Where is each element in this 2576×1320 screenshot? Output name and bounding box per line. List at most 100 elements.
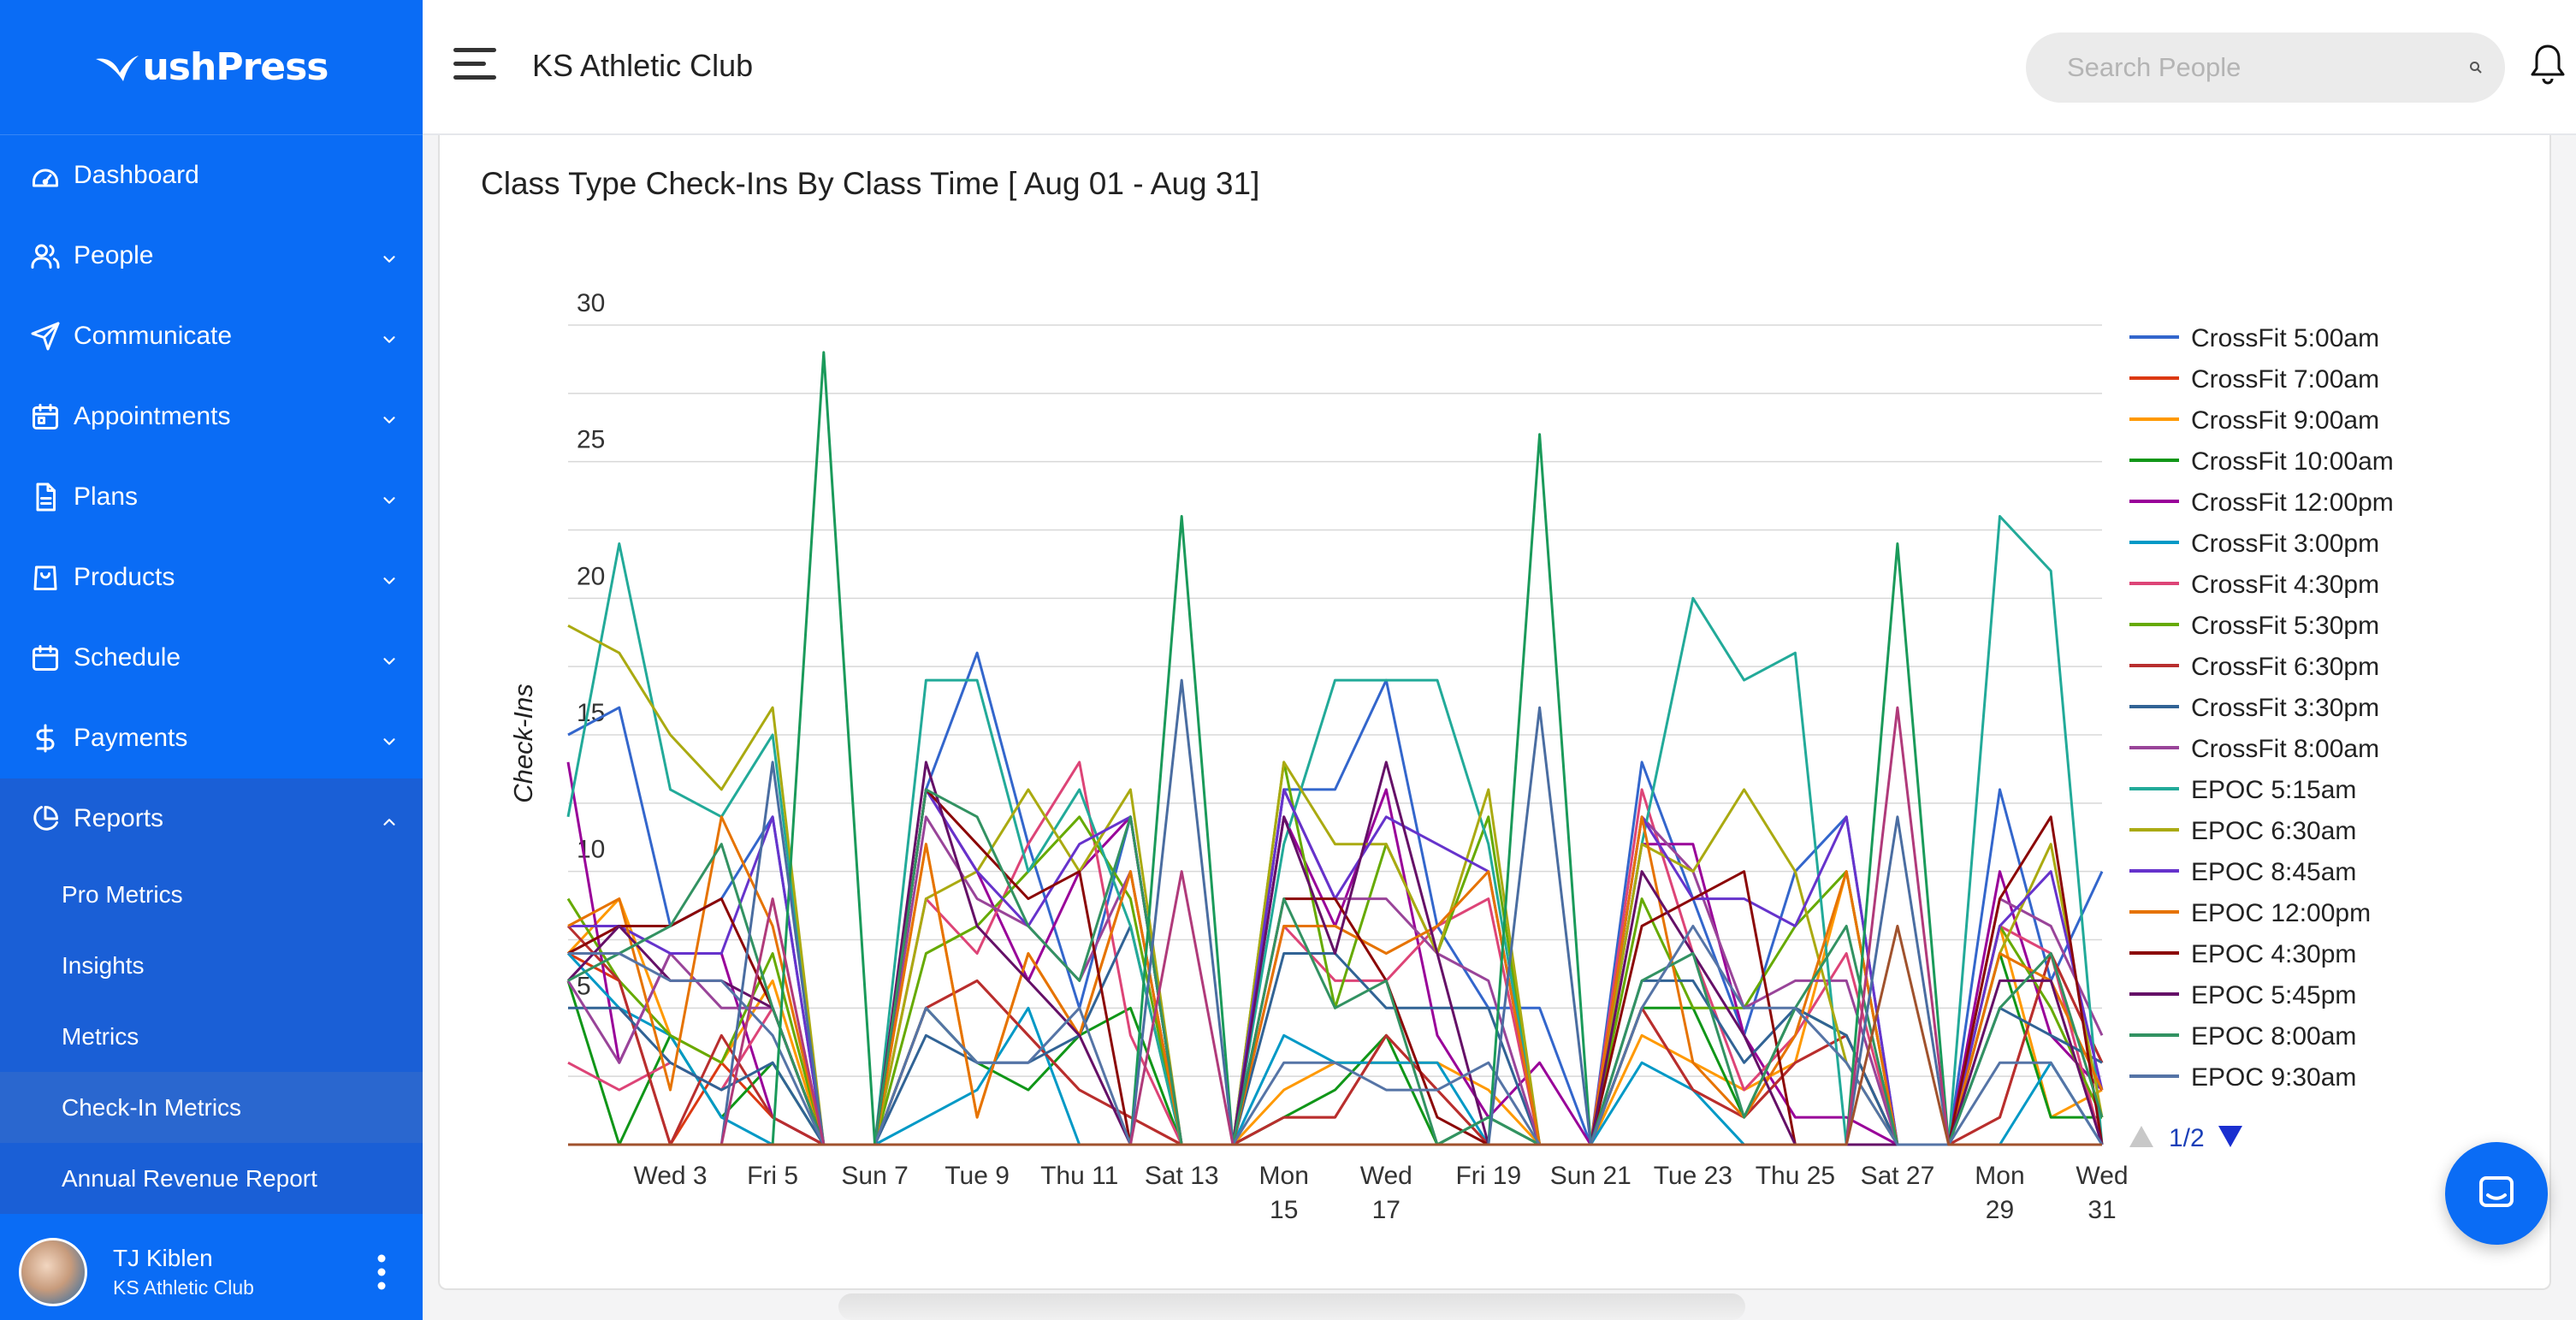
chevron-down-icon: [380, 729, 399, 748]
sidebar-item-label: Products: [74, 563, 175, 591]
sidebar-item-people[interactable]: People: [0, 216, 423, 296]
more-options-icon[interactable]: [364, 1246, 399, 1298]
chat-icon: [2479, 1176, 2514, 1207]
reports-subnav: Pro Metrics Insights Metrics Check-In Me…: [0, 859, 423, 1214]
x-tick-label: Sun 21: [1550, 1162, 1631, 1190]
x-tick-label: Fri 5: [747, 1162, 798, 1190]
y-tick-label: 20: [577, 562, 605, 590]
legend-entry: CrossFit 9:00am: [2191, 406, 2379, 435]
sidebar-item-label: Payments: [74, 724, 188, 752]
legend-entry: EPOC 8:00am: [2191, 1022, 2356, 1051]
calendar-icon: [29, 400, 62, 433]
chevron-down-icon: [380, 568, 399, 587]
x-tick-label: 29: [1986, 1196, 2014, 1224]
x-tick-label: Sat 27: [1861, 1162, 1935, 1190]
legend-entry: EPOC 5:15am: [2191, 776, 2356, 804]
user-name: TJ Kiblen: [113, 1245, 213, 1271]
horizontal-scrollbar[interactable]: [838, 1293, 1745, 1320]
brand-name: ushPress: [142, 45, 329, 89]
hamburger-menu-icon[interactable]: [453, 48, 496, 86]
subnav-item-pro-metrics[interactable]: Pro Metrics: [62, 880, 183, 908]
legend-entry: EPOC 12:00pm: [2191, 899, 2371, 927]
subnav-item-check-in-metrics[interactable]: Check-In Metrics: [0, 1072, 423, 1143]
sidebar-item-payments[interactable]: Payments: [0, 698, 423, 778]
search-icon[interactable]: [2469, 61, 2483, 74]
chevron-up-icon: [380, 809, 399, 828]
report-card: Class Type Check-Ins By Class Time [ Aug…: [438, 135, 2551, 1290]
pie-chart-icon: [29, 802, 62, 835]
x-tick-label: Wed: [2076, 1162, 2128, 1190]
legend-entry: CrossFit 7:00am: [2191, 365, 2379, 394]
x-tick-label: Mon: [1975, 1162, 2024, 1190]
x-tick-label: 17: [1372, 1196, 1401, 1224]
legend-entry: CrossFit 12:00pm: [2191, 488, 2394, 517]
x-tick-label: Thu 25: [1756, 1162, 1835, 1190]
shopping-bag-icon: [29, 561, 62, 594]
x-tick-label: 31: [2087, 1196, 2116, 1224]
page-title: KS Athletic Club: [532, 48, 754, 83]
subnav-item-metrics[interactable]: Metrics: [62, 1022, 139, 1050]
legend-entry: CrossFit 6:30pm: [2191, 653, 2379, 681]
search-input[interactable]: [2026, 33, 2428, 103]
sidebar-item-communicate[interactable]: Communicate: [0, 296, 423, 376]
dashboard-icon: [29, 159, 62, 192]
sidebar-item-label: Dashboard: [74, 161, 199, 189]
sidebar-item-label: Communicate: [74, 322, 233, 350]
dollar-icon: [29, 722, 62, 755]
chat-launcher-button[interactable]: [2445, 1142, 2548, 1245]
legend-entry: CrossFit 3:00pm: [2191, 530, 2379, 558]
sidebar-item-reports[interactable]: Reports: [0, 778, 423, 859]
card-title: Class Type Check-Ins By Class Time [ Aug…: [481, 166, 1260, 201]
pushpress-swoosh-icon: [96, 55, 139, 81]
chevron-down-icon: [380, 407, 399, 426]
y-axis-label: Check-Ins: [508, 684, 538, 803]
brand-logo[interactable]: ushPress: [0, 0, 423, 135]
subnav-item-annual-revenue-report[interactable]: Annual Revenue Report: [62, 1164, 317, 1192]
x-tick-label: Wed 3: [633, 1162, 707, 1190]
legend-entry: CrossFit 5:30pm: [2191, 612, 2379, 640]
legend-next-arrow-icon[interactable]: [2218, 1126, 2242, 1147]
sidebar-item-label: Reports: [74, 804, 164, 832]
x-tick-label: Tue 9: [945, 1162, 1010, 1190]
sidebar-item-appointments[interactable]: Appointments: [0, 376, 423, 457]
legend-entry: CrossFit 5:00am: [2191, 324, 2379, 352]
chevron-down-icon: [380, 648, 399, 667]
series-line: [568, 925, 2102, 1146]
chart-gridlines: [568, 324, 2102, 1145]
chart-series: [566, 351, 2104, 1146]
legend-prev-arrow-icon[interactable]: [2129, 1126, 2153, 1147]
notification-bell-icon[interactable]: [2529, 43, 2567, 86]
avatar[interactable]: [19, 1238, 87, 1306]
y-tick-label: 25: [577, 426, 605, 454]
sidebar-nav: Dashboard People Communicate Appointment…: [0, 135, 423, 859]
sidebar-item-label: People: [74, 241, 154, 269]
search-box: [2026, 33, 2505, 103]
legend-entry: EPOC 4:30pm: [2191, 940, 2356, 968]
x-tick-label: Tue 23: [1654, 1162, 1732, 1190]
sidebar-item-plans[interactable]: Plans: [0, 457, 423, 537]
legend-entry: EPOC 6:30am: [2191, 817, 2356, 845]
x-tick-label: Fri 19: [1455, 1162, 1521, 1190]
sidebar-item-label: Appointments: [74, 402, 231, 430]
x-tick-label: Sat 13: [1145, 1162, 1219, 1190]
legend-entry: EPOC 8:45am: [2191, 858, 2356, 886]
sidebar: ushPress Dashboard People Communicate: [0, 0, 423, 1320]
legend-entry: CrossFit 10:00am: [2191, 447, 2394, 476]
legend-entry: CrossFit 3:30pm: [2191, 694, 2379, 722]
x-tick-label: Wed: [1360, 1162, 1412, 1190]
x-tick-label: 15: [1270, 1196, 1298, 1224]
sidebar-item-schedule[interactable]: Schedule: [0, 618, 423, 698]
legend-entry: EPOC 9:30am: [2191, 1063, 2356, 1092]
people-icon: [29, 240, 62, 272]
sidebar-item-dashboard[interactable]: Dashboard: [0, 135, 423, 216]
x-tick-label: Thu 11: [1040, 1162, 1118, 1190]
top-bar: KS Athletic Club: [423, 0, 2576, 135]
sidebar-item-products[interactable]: Products: [0, 537, 423, 618]
calendar-icon: [29, 642, 62, 674]
legend-entry: CrossFit 8:00am: [2191, 735, 2379, 763]
send-icon: [29, 320, 62, 352]
y-tick-label: 30: [577, 289, 605, 317]
chevron-down-icon: [380, 488, 399, 506]
subnav-item-insights[interactable]: Insights: [62, 951, 145, 979]
